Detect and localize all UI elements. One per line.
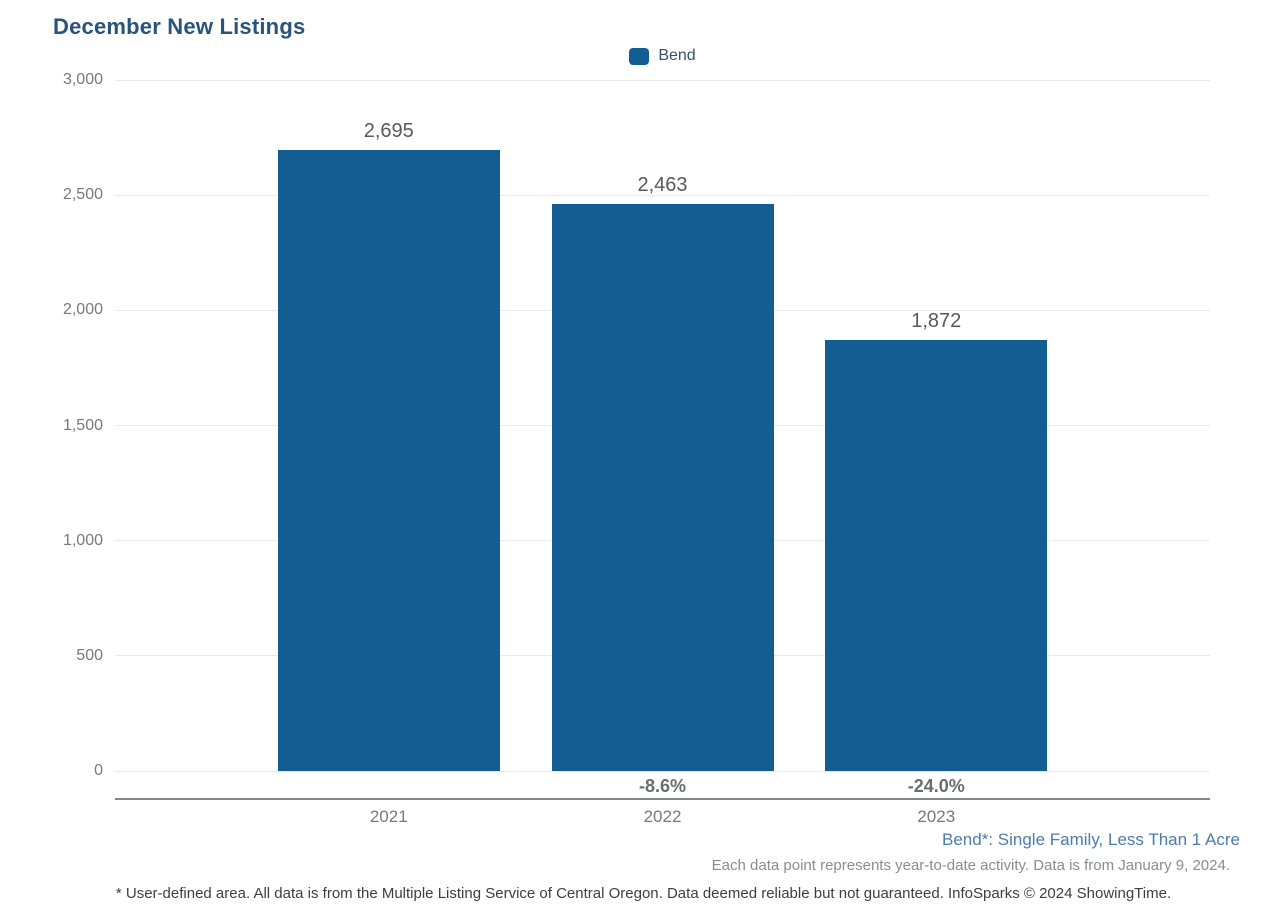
pct-change-label: -24.0% <box>907 776 965 796</box>
pct-change-label: -8.6% <box>638 776 687 796</box>
y-axis-tick-label: 3,000 <box>62 71 103 88</box>
gridline <box>115 79 1210 81</box>
x-axis-tick-label: 2023 <box>917 807 956 826</box>
bar-value-label: 1,872 <box>911 309 962 332</box>
bar-2022[interactable] <box>551 203 774 771</box>
footnote-data-note: Each data point represents year-to-date … <box>711 857 1230 874</box>
legend-label-bend[interactable]: Bend <box>658 47 696 64</box>
y-axis-tick-label: 500 <box>76 646 103 664</box>
y-axis-tick-label: 2,500 <box>62 186 103 204</box>
y-axis-tick-label: 1,500 <box>62 416 103 434</box>
gridline <box>115 770 1210 772</box>
legend: Bend <box>115 45 1210 67</box>
footnote-segment-description: Bend*: Single Family, Less Than 1 Acre <box>942 830 1240 849</box>
plot-area: 0 500 1,000 1,500 2,000 2,500 3,000 2,695 2021 2,… <box>63 71 1210 826</box>
y-axis-tick-label: 2,000 <box>62 301 103 319</box>
footnote-disclaimer: * User-defined area. All data is from th… <box>115 885 1172 902</box>
x-axis-tick-label: 2022 <box>643 807 682 826</box>
y-axis-tick-label: 1,000 <box>62 531 103 549</box>
chart-title: December New Listings <box>53 14 306 39</box>
legend-swatch-bend[interactable] <box>629 47 650 65</box>
y-axis-tick-label: 0 <box>94 762 103 779</box>
bar-2023[interactable] <box>825 339 1048 771</box>
x-axis-line <box>115 798 1210 800</box>
bar-value-label: 2,463 <box>637 173 688 196</box>
bar-value-label: 2,695 <box>363 120 414 143</box>
bar-2021[interactable] <box>277 150 500 771</box>
gridline <box>115 194 1210 196</box>
x-axis-tick-label: 2021 <box>369 807 408 826</box>
